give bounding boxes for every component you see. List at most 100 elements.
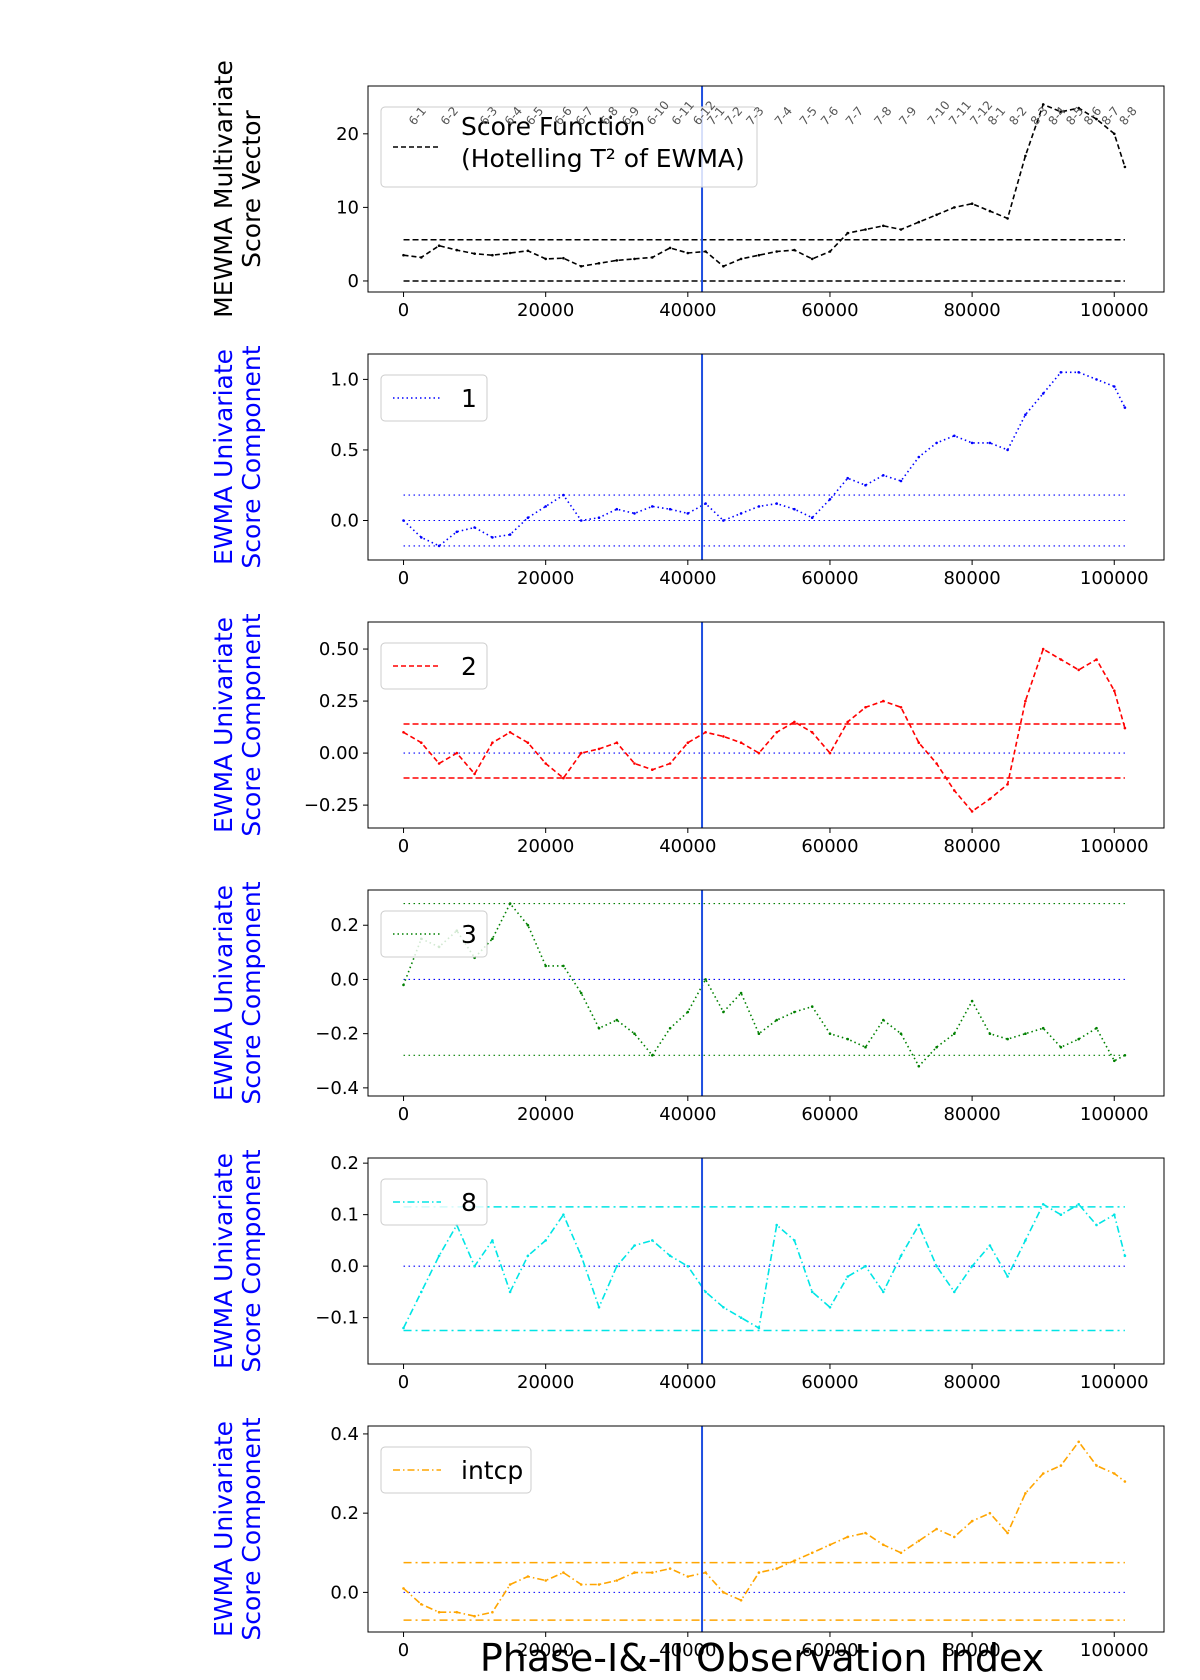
x-tick-label: 80000: [943, 568, 1000, 589]
y-axis-label: Score Component: [237, 1149, 266, 1372]
data-point: [704, 1571, 707, 1574]
axes-frame: [367, 889, 1165, 1097]
y-tick-label: 10: [336, 197, 359, 218]
data-point: [544, 505, 547, 508]
data-point: [562, 1571, 565, 1574]
data-point: [739, 991, 743, 995]
data-point: [1041, 103, 1045, 106]
data-point: [935, 441, 938, 445]
y-axis-label: Score Component: [237, 613, 266, 836]
data-point: [988, 797, 992, 801]
data-point: [722, 519, 725, 522]
data-point: [970, 810, 974, 813]
data-point: [988, 1244, 992, 1247]
x-tick-label: 100000: [1080, 1104, 1149, 1125]
y-tick-label: 0.4: [330, 1424, 359, 1445]
data-point: [1006, 1037, 1009, 1041]
data-point: [1123, 726, 1127, 730]
y-tick-label: −0.4: [315, 1078, 359, 1099]
legend-label: 8: [461, 1188, 477, 1217]
data-point: [1059, 110, 1063, 114]
data-point: [722, 1306, 725, 1309]
series-line: [402, 371, 1126, 547]
data-point: [917, 1539, 921, 1543]
data-point: [1095, 1464, 1098, 1467]
x-tick-label: 40000: [659, 836, 716, 857]
data-point: [917, 741, 921, 744]
data-point: [1024, 154, 1027, 158]
data-point: [935, 1264, 938, 1268]
y-axis-label: EWMA Univariate: [209, 885, 238, 1101]
x-tick-label: 80000: [943, 1372, 1000, 1393]
x-tick-label: 0: [398, 568, 409, 589]
data-point: [1077, 1037, 1080, 1041]
y-tick-label: 1.0: [330, 369, 359, 390]
x-tick-label: 20000: [517, 568, 574, 589]
series-line: [403, 648, 1126, 813]
x-tick-label: 80000: [943, 836, 1000, 857]
data-point: [953, 206, 956, 209]
data-point: [597, 516, 601, 519]
data-point: [668, 246, 672, 250]
data-point: [953, 1535, 956, 1539]
data-point: [846, 476, 849, 480]
data-point: [508, 902, 512, 905]
data-point: [722, 265, 725, 268]
data-point: [402, 519, 405, 522]
month-label: 7-4: [772, 104, 795, 128]
data-point: [793, 720, 796, 724]
data-point: [597, 262, 601, 265]
data-point: [473, 1614, 476, 1618]
data-point: [473, 526, 476, 529]
legend-label: intcp: [461, 1456, 523, 1485]
data-point: [508, 533, 512, 536]
data-point: [793, 507, 796, 511]
data-point: [1006, 217, 1009, 220]
data-point: [793, 1239, 796, 1242]
data-point: [1059, 1213, 1063, 1216]
data-point: [882, 1543, 885, 1547]
data-point: [935, 213, 938, 217]
data-point: [810, 1005, 814, 1008]
data-point: [1006, 448, 1009, 452]
data-point: [882, 224, 885, 228]
data-point: [615, 1018, 619, 1022]
data-point: [420, 536, 423, 539]
data-point: [1077, 1440, 1080, 1444]
data-point: [828, 1032, 832, 1035]
figure-xlabel: Phase-I&-II Observation Index: [480, 1636, 1044, 1680]
data-point: [846, 231, 849, 235]
data-point: [686, 1264, 690, 1268]
data-point: [633, 1244, 636, 1247]
data-point: [757, 1032, 761, 1035]
data-point: [899, 479, 903, 483]
data-point: [562, 256, 565, 260]
data-point: [562, 1213, 565, 1216]
x-tick-label: 60000: [801, 568, 858, 589]
data-point: [651, 1571, 654, 1574]
data-point: [1113, 1059, 1116, 1063]
data-point: [668, 762, 672, 765]
data-point: [970, 999, 974, 1003]
x-tick-label: 100000: [1080, 836, 1149, 857]
data-point: [402, 983, 405, 987]
data-point: [953, 434, 956, 438]
axes-frame: [367, 1157, 1165, 1365]
data-point: [1059, 1045, 1063, 1049]
data-point: [864, 1264, 867, 1268]
data-point: [810, 257, 814, 261]
x-tick-label: 100000: [1080, 1640, 1149, 1661]
data-point: [473, 772, 476, 776]
data-point: [686, 1010, 690, 1014]
data-point: [508, 731, 512, 734]
data-point: [491, 253, 494, 257]
data-point: [1059, 1464, 1063, 1467]
data-point: [597, 1026, 601, 1030]
x-tick-label: 20000: [517, 1372, 574, 1393]
legend-box: [380, 1446, 532, 1494]
chart-panel: 0 20000 40000 60000 80000 100000 0 10 20 MEWMA Mu…: [209, 60, 1165, 321]
data-point: [846, 1535, 849, 1539]
axes-frame: [367, 1425, 1165, 1633]
